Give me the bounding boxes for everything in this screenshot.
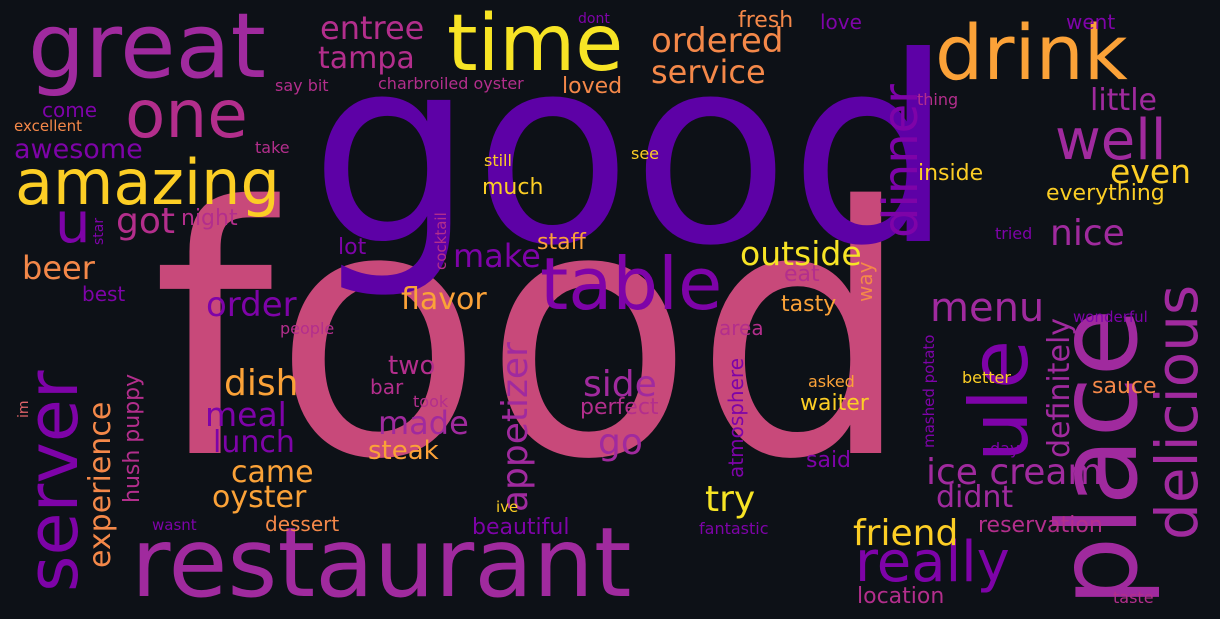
word-reservation: reservation <box>978 513 1103 538</box>
word-entree: entree <box>320 9 425 47</box>
word-beautiful: beautiful <box>472 515 570 540</box>
word-people: people <box>280 319 335 338</box>
word-dish: dish <box>224 363 299 404</box>
word-location: location <box>857 584 945 609</box>
word-drink: drink <box>935 8 1128 97</box>
word-order: order <box>206 285 297 325</box>
word-beer: beer <box>22 249 95 287</box>
word-amazing: amazing <box>15 146 280 219</box>
word-food: food <box>152 135 913 535</box>
word-lunch: lunch <box>213 425 295 460</box>
word-ordered: ordered <box>651 21 784 61</box>
word-u: u <box>55 191 91 256</box>
word-great: great <box>28 0 266 99</box>
word-taste: taste <box>1113 588 1154 607</box>
word-take: take <box>255 138 290 157</box>
word-atmosphere: atmosphere <box>724 358 748 478</box>
word-ive: ive <box>496 498 519 516</box>
word-asked: asked <box>808 372 855 391</box>
word-fresh: fresh <box>738 8 794 33</box>
word-flavor: flavor <box>401 282 487 317</box>
word-star: star <box>91 217 107 245</box>
word-mashed-potato: mashed potato <box>920 334 938 448</box>
word-went: went <box>1066 10 1116 34</box>
word-steak: steak <box>368 436 439 466</box>
word-excellent: excellent <box>14 117 83 135</box>
word-experience: experience <box>83 401 118 568</box>
word-took: took <box>413 392 449 411</box>
word-dont: dont <box>578 11 610 27</box>
word-waiter: waiter <box>800 391 869 416</box>
word-come: come <box>42 98 98 122</box>
word-got: got <box>116 201 175 242</box>
word-inside: inside <box>918 161 984 186</box>
word-night: night <box>181 206 238 231</box>
word-delicious: delicious <box>1143 284 1211 540</box>
word-better: better <box>962 368 1011 387</box>
word-see: see <box>631 144 660 163</box>
word-made: made <box>378 404 469 442</box>
word-perfect: perfect <box>580 395 659 420</box>
word-tasty: tasty <box>781 292 837 317</box>
word-even: even <box>1110 152 1192 191</box>
word-much: much <box>482 175 544 200</box>
word-fantastic: fantastic <box>699 519 769 538</box>
word-good: good <box>310 2 954 302</box>
word-said: said <box>806 448 852 473</box>
word-tried: tried <box>995 224 1033 243</box>
word-time: time <box>447 0 624 89</box>
word-loved: loved <box>562 74 623 99</box>
word-lot: lot <box>338 235 367 260</box>
word-wonderful: wonderful <box>1073 308 1148 326</box>
word-cocktail: cocktail <box>432 212 450 270</box>
word-came: came <box>231 455 314 490</box>
word-meal: meal <box>205 395 287 434</box>
word-best: best <box>82 282 126 306</box>
word-staff: staff <box>537 230 586 255</box>
word-charbroiled-oyster: charbroiled oyster <box>378 74 524 93</box>
word-wasnt: wasnt <box>152 516 197 534</box>
word-friend: friend <box>853 513 959 554</box>
word-definitely: definitely <box>1042 317 1077 458</box>
word-outside: outside <box>740 234 862 273</box>
word-oyster: oyster <box>212 480 307 515</box>
word-say-bit: say bit <box>275 76 329 95</box>
word-still: still <box>484 151 512 170</box>
word-eat: eat <box>784 262 820 287</box>
word-nice: nice <box>1050 213 1125 254</box>
word-awesome: awesome <box>14 134 143 165</box>
word-restaurant: restaurant <box>131 507 632 619</box>
word-day: day <box>990 439 1020 458</box>
word-hush-puppy: hush puppy <box>120 373 145 503</box>
word-bar: bar <box>370 375 404 399</box>
word-dessert: dessert <box>265 512 340 536</box>
word-two: two <box>388 351 436 381</box>
word-side: side <box>583 364 657 405</box>
word-thing: thing <box>917 90 959 109</box>
word-way: way <box>853 261 877 302</box>
word-really: really <box>855 530 1010 595</box>
word-area: area <box>719 316 764 340</box>
word-im: im <box>16 400 32 418</box>
word-go: go <box>598 422 643 463</box>
word-little: little <box>1090 83 1157 118</box>
word-one: one <box>125 76 248 153</box>
word-service: service <box>651 53 766 91</box>
word-make: make <box>453 237 541 275</box>
word-well: well <box>1055 108 1167 173</box>
word-love: love <box>820 10 862 34</box>
word-sauce: sauce <box>1092 374 1157 399</box>
word-ice-cream: ice cream <box>926 452 1103 493</box>
word-table: table <box>540 242 723 326</box>
word-tampa: tampa <box>318 41 415 76</box>
word-try: try <box>705 479 756 520</box>
word-menu: menu <box>930 285 1045 331</box>
word-everything: everything <box>1046 181 1165 206</box>
word-didnt: didnt <box>936 480 1014 515</box>
word-appetizer: appetizer <box>495 342 536 512</box>
